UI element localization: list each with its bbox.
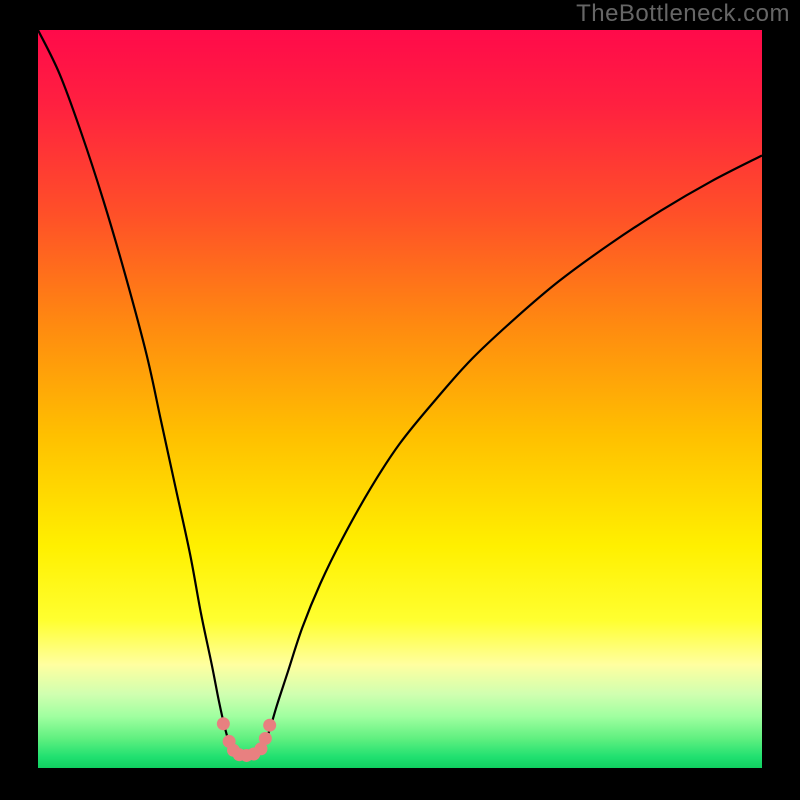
chart-plot-area [38,30,762,768]
curve-marker [263,719,276,732]
curve-marker [217,717,230,730]
watermark-text: TheBottleneck.com [576,0,790,28]
bottleneck-curve [38,30,762,756]
chart-curve-layer [38,30,762,768]
curve-marker [259,732,272,745]
